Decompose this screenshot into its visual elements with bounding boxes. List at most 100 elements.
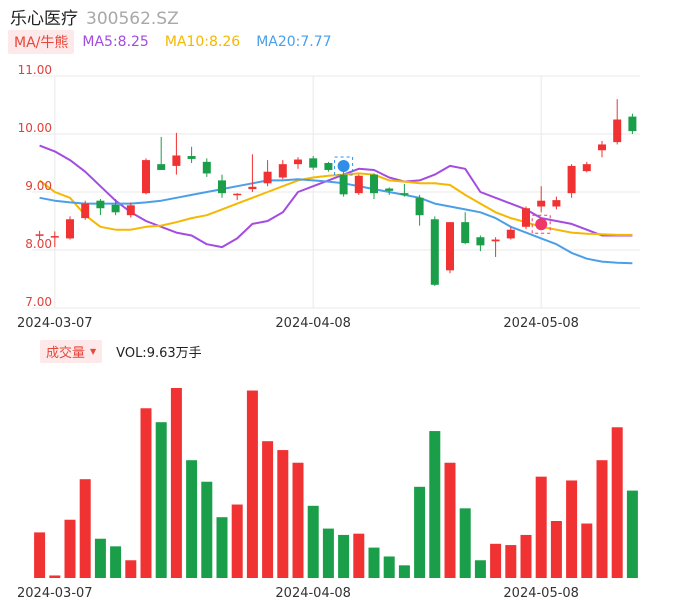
volume-bar [459,508,471,578]
signal-markers [334,156,551,234]
volume-bar [383,556,395,578]
price-axis: 11.00 10.00 9.00 8.00 7.00 [18,63,52,309]
candle-body [339,174,348,195]
volume-bar [49,575,61,578]
candle-body [278,164,287,178]
volume-x-tick-label: 2024-04-08 [275,586,351,601]
volume-bar [581,523,593,578]
volume-bar [505,545,517,578]
candle-body [567,165,576,194]
candle-body [202,161,211,174]
volume-x-tick-label: 2024-05-08 [503,586,579,601]
ma-bullbear-tab[interactable]: MA/牛熊 [8,30,75,54]
candle-body [400,193,409,195]
volume-bar [140,408,152,578]
candle-body [96,200,105,209]
volume-x-tick-label: 2024-03-07 [17,586,93,601]
volume-bar [246,390,258,578]
candle-body [218,180,226,194]
volume-legend: 成交量 ▼ VOL:9.63万手 [40,339,202,363]
volume-bar [490,543,502,578]
x-tick-label: 2024-04-08 [275,316,351,331]
candle-body [385,188,394,191]
volume-bar [201,481,213,578]
candle-body [506,229,515,239]
candle-body [111,204,120,213]
volume-bar [231,504,243,578]
candle-body [187,156,196,159]
candle-body [354,175,363,194]
stock-code: 300562.SZ [86,9,179,29]
volume-selector[interactable]: 成交量 ▼ [40,339,103,363]
volume-bar [277,450,289,578]
ma20-line [39,178,633,265]
volume-bar [566,480,578,578]
volume-bar [398,565,410,578]
y-tick-label: 10.00 [18,121,52,135]
volume-bar [262,441,274,578]
volume-bar [216,517,228,578]
volume-bar [292,462,304,578]
candle-body [370,174,378,194]
candle-body [430,219,439,285]
candle-body [446,222,454,271]
candle-body [537,200,546,207]
volume-bar [368,547,380,578]
volume-bar [474,560,486,578]
moving-average-lines [38,144,633,265]
candlestick-series [35,99,637,286]
bear-marker-icon [531,214,551,234]
volume-value: VOL:9.63万手 [116,345,202,361]
volume-bar [125,560,137,578]
ma5-line [39,144,633,249]
volume-bar [94,538,106,578]
volume-bar [414,486,426,578]
stock-header: 乐心医疗 300562.SZ [10,4,179,29]
volume-bar [535,476,547,578]
volume-bar [353,533,365,578]
candle-body [35,234,44,236]
bull-marker-frame [334,156,354,176]
ma5-legend-label: MA5:8.25 [82,34,149,50]
volume-bar [429,431,441,578]
caret-down-icon: ▼ [90,346,97,356]
bear-marker-frame [531,214,551,234]
candle-body [476,237,485,246]
ma10-line [38,172,633,236]
ma20-legend-label: MA20:7.77 [256,34,332,50]
volume-bar [444,462,456,578]
candle-body [628,116,637,132]
x-tick-label: 2024-05-08 [503,316,579,331]
candle-body [324,163,333,170]
date-axis: 2024-03-07 2024-03-07 2024-04-08 2024-04-08… [17,316,579,601]
candle-body [582,164,591,172]
candle-body [294,159,302,165]
volume-bar [626,490,638,578]
y-tick-label: 7.00 [25,295,52,309]
volume-bar [338,534,350,578]
candle-body [598,144,606,151]
y-tick-label: 9.00 [25,179,52,193]
bull-marker-icon [334,156,354,176]
candle-body [613,119,622,143]
candle-body [81,203,90,219]
price-grid [32,75,640,309]
volume-bar [64,519,76,578]
volume-bar [520,534,532,578]
candle-body [491,239,500,242]
candle-body [233,193,242,196]
y-tick-label: 11.00 [18,63,52,77]
y-tick-label: 8.00 [25,237,52,251]
volume-bar [186,460,198,578]
candle-body [461,222,470,244]
ma10-legend-label: MA10:8.26 [164,34,241,50]
volume-bar [170,388,182,578]
x-tick-label: 2024-03-07 [17,316,93,331]
candle-body [50,236,59,238]
stock-name: 乐心医疗 [10,9,78,29]
volume-bar [550,521,562,578]
ma-legend: MA/牛熊 MA5:8.25 MA10:8.26 MA20:7.77 [8,30,348,54]
bull-marker-dot [337,159,350,172]
volume-bar [322,528,334,578]
